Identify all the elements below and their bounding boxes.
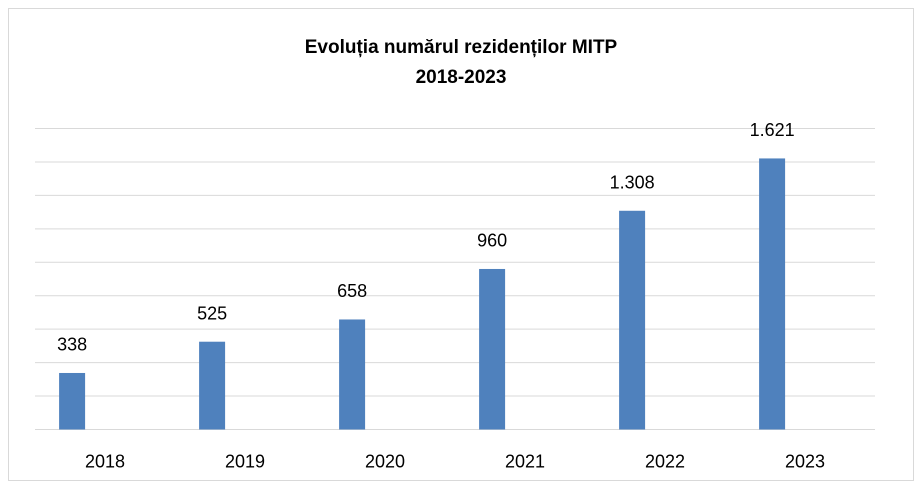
data-label: 525	[197, 303, 227, 323]
data-label: 960	[477, 231, 507, 251]
chart-title: Evoluția numărul rezidenților MITP	[305, 37, 618, 58]
x-tick-label: 2023	[785, 451, 825, 471]
data-label: 1.308	[610, 173, 655, 193]
data-label: 338	[57, 335, 87, 355]
bar	[619, 210, 646, 430]
x-tick-label: 2019	[225, 451, 265, 471]
bar	[199, 341, 226, 430]
data-label: 658	[337, 281, 367, 301]
x-tick-label: 2021	[505, 451, 545, 471]
x-tick-label: 2022	[645, 451, 685, 471]
bar	[759, 158, 786, 430]
x-tick-label: 2020	[365, 451, 405, 471]
chart-subtitle: 2018-2023	[416, 67, 507, 88]
bar	[479, 268, 506, 430]
bar	[59, 372, 86, 430]
data-label: 1.621	[750, 120, 795, 140]
bar	[339, 319, 366, 430]
x-tick-label: 2018	[85, 451, 125, 471]
